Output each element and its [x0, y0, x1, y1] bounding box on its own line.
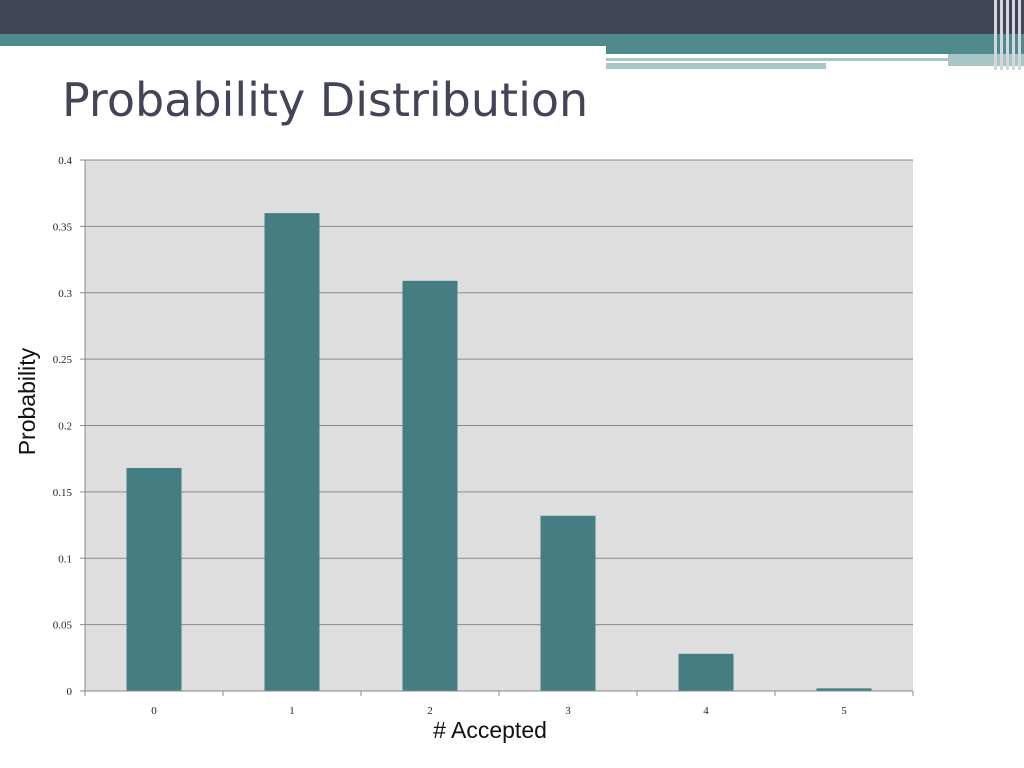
header-stripe	[994, 0, 997, 70]
x-tick-label: 0	[151, 705, 157, 717]
x-tick-label: 4	[703, 705, 709, 717]
y-tick-labels: 0 0.05 0.1 0.15 0.2 0.25 0.3 0.35 0.4	[53, 155, 73, 698]
bar	[678, 653, 734, 691]
bar	[540, 515, 596, 691]
x-tick-label: 1	[289, 705, 295, 717]
y-tick-label: 0.25	[53, 354, 73, 366]
y-tick-label: 0.2	[58, 421, 72, 433]
bar	[126, 467, 182, 691]
header-accent-line	[606, 58, 948, 61]
x-tick-labels: 0 1 2 3 4 5	[151, 705, 847, 717]
x-tick-label: 5	[841, 705, 847, 717]
x-axis-title: # Accepted	[433, 717, 547, 743]
y-tick-label: 0.4	[58, 155, 72, 167]
axes	[84, 160, 914, 696]
header-accent-line	[948, 54, 1024, 66]
gridlines	[80, 159, 913, 692]
bars	[126, 213, 872, 691]
y-tick-label: 0.1	[58, 553, 72, 565]
x-tick-label: 3	[565, 705, 571, 717]
x-tick-label: 2	[427, 705, 433, 717]
header-divider	[0, 46, 606, 50]
y-tick-label: 0.35	[53, 221, 73, 233]
bar	[264, 213, 320, 691]
header-teal-band-extension	[606, 46, 1024, 54]
bar	[402, 280, 458, 691]
header-stripe	[1006, 0, 1009, 70]
header-stripe	[1012, 0, 1015, 70]
header-teal-band	[0, 34, 1024, 46]
bar	[816, 688, 872, 691]
y-tick-label: 0.05	[53, 620, 73, 632]
header-dark-band	[0, 0, 1024, 34]
y-tick-label: 0	[67, 686, 73, 698]
header-stripe	[1018, 0, 1021, 70]
slide-title: Probability Distribution	[62, 73, 589, 127]
y-tick-label: 0.3	[58, 288, 72, 300]
header-accent-line	[606, 63, 826, 69]
y-tick-label: 0.15	[53, 487, 73, 499]
y-axis-title: Probability	[14, 347, 40, 455]
header-stripe	[1000, 0, 1003, 70]
